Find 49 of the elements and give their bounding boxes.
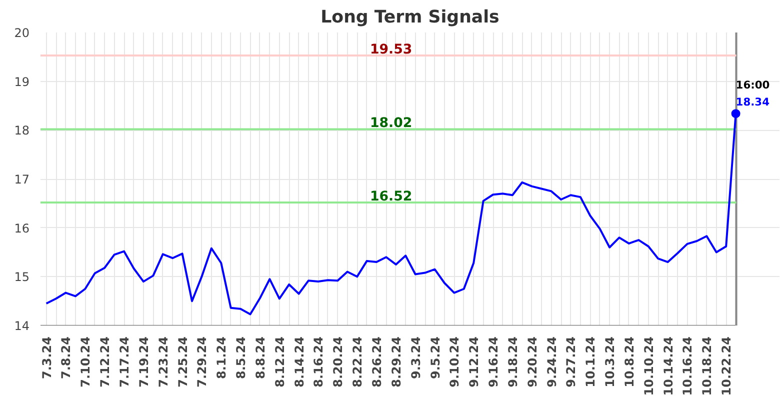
- x-tick-label: 7.17.24: [118, 336, 132, 388]
- chart-title: Long Term Signals: [320, 8, 500, 28]
- x-tick-label: 9.5.24: [428, 336, 442, 380]
- x-tick-label: 9.20.24: [525, 336, 540, 388]
- x-tick-label: 10.10.24: [642, 336, 656, 396]
- x-tick-label: 8.20.24: [331, 336, 346, 388]
- x-tick-label: 10.3.24: [603, 336, 618, 388]
- x-tick-label: 9.3.24: [408, 336, 423, 380]
- x-tick-label: 8.22.24: [350, 336, 365, 388]
- y-tick-label: 18: [14, 124, 30, 138]
- x-tick-label: 10.16.24: [680, 336, 695, 396]
- x-tick-label: 9.18.24: [506, 336, 520, 388]
- x-tick-label: 8.8.24: [253, 336, 268, 380]
- y-tick-label: 15: [14, 270, 30, 284]
- x-tick-label: 7.10.24: [78, 336, 93, 388]
- x-tick-label: 7.25.24: [176, 336, 190, 388]
- y-tick-label: 19: [14, 74, 30, 89]
- x-tick-label: 9.10.24: [448, 336, 462, 388]
- x-tick-label: 8.1.24: [214, 336, 229, 380]
- x-tick-label: 9.12.24: [467, 336, 482, 388]
- ref-line-label: 18.02: [370, 116, 412, 132]
- y-tick-label: 14: [14, 319, 30, 333]
- x-tick-label: 7.29.24: [195, 336, 210, 388]
- x-tick-label: 10.14.24: [661, 336, 676, 396]
- x-tick-label: 8.12.24: [272, 336, 287, 388]
- ref-line-label: 19.53: [370, 42, 412, 58]
- x-tick-label: 8.16.24: [312, 336, 326, 388]
- x-tick-label: 9.27.24: [564, 336, 578, 388]
- x-tick-label: 10.18.24: [700, 336, 714, 396]
- ref-line-label: 16.52: [370, 189, 412, 204]
- x-tick-label: 10.8.24: [622, 336, 636, 388]
- x-tick-label: 10.1.24: [584, 336, 598, 388]
- x-tick-label: 7.12.24: [98, 336, 112, 388]
- x-tick-label: 8.14.24: [292, 336, 306, 388]
- annotation: 16:00: [736, 78, 770, 92]
- x-tick-label: 7.23.24: [156, 336, 170, 388]
- y-tick-label: 20: [14, 26, 30, 40]
- x-tick-label: 9.16.24: [486, 336, 501, 388]
- x-tick-label: 7.8.24: [59, 336, 74, 380]
- y-tick-label: 16: [14, 221, 30, 236]
- x-tick-label: 9.24.24: [544, 336, 559, 388]
- x-tick-label: 8.26.24: [370, 336, 384, 388]
- data-label: 18.34: [736, 96, 770, 109]
- y-tick-label: 17: [14, 172, 30, 186]
- x-tick-label: 8.5.24: [234, 336, 248, 380]
- x-tick-label: 10.22.24: [720, 336, 734, 396]
- x-tick-label: 7.3.24: [40, 336, 54, 380]
- x-tick-label: 7.19.24: [136, 336, 151, 388]
- x-tick-label: 8.29.24: [389, 336, 404, 388]
